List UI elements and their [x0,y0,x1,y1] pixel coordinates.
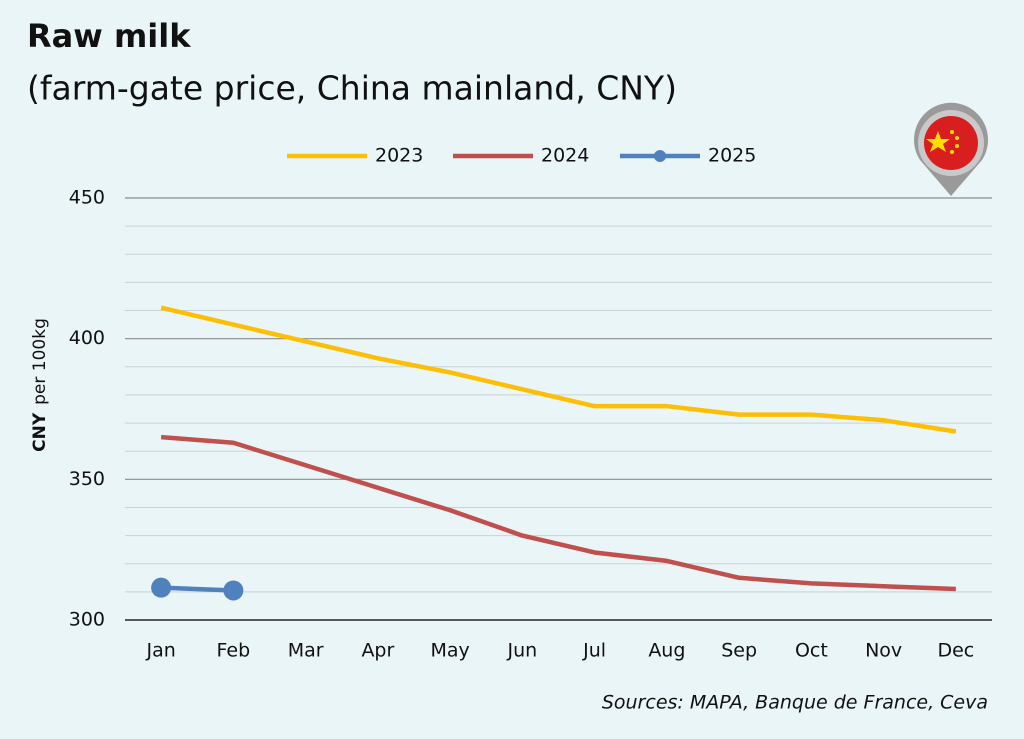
x-tick-label: May [430,640,469,662]
series-point [151,577,172,598]
x-tick-label: Jun [507,640,538,662]
y-tick-label: 300 [69,609,105,631]
series-line [160,434,956,592]
x-tick-label: Apr [361,640,394,662]
chart-title: Raw milk [27,17,191,55]
legend-item: 2023 [287,145,423,167]
x-tick-label: Nov [865,640,902,662]
x-tick-label: Feb [217,640,251,662]
legend-item: 2024 [453,145,589,167]
x-tick-label: Dec [937,640,974,662]
legend-label: 2025 [708,145,756,167]
x-tick-label: Oct [795,640,828,662]
x-tick-label: Jan [145,640,175,662]
series-line [160,305,957,434]
legend-marker [654,150,666,162]
source-note: Sources: MAPA, Banque de France, Ceva [602,692,988,714]
y-tick-label: 350 [69,468,105,490]
x-tick-label: Sep [721,640,757,662]
series-point [223,580,244,601]
y-axis-unit: CNY [30,412,50,452]
y-tick-label: 400 [69,327,105,349]
legend-label: 2024 [541,145,589,167]
x-tick-label: Aug [648,640,685,662]
legend-label: 2023 [375,145,423,167]
y-tick-label: 450 [69,187,105,209]
x-tick-label: Mar [288,640,324,662]
chart-subtitle: (farm-gate price, China mainland, CNY) [27,69,677,108]
series-line [161,585,234,593]
legend-item: 2025 [620,145,756,167]
x-tick-label: Jul [582,640,606,662]
y-axis-label: CNY per 100kg [30,318,50,452]
flag-pin [914,102,989,196]
y-axis-title: per 100kg [30,318,50,405]
